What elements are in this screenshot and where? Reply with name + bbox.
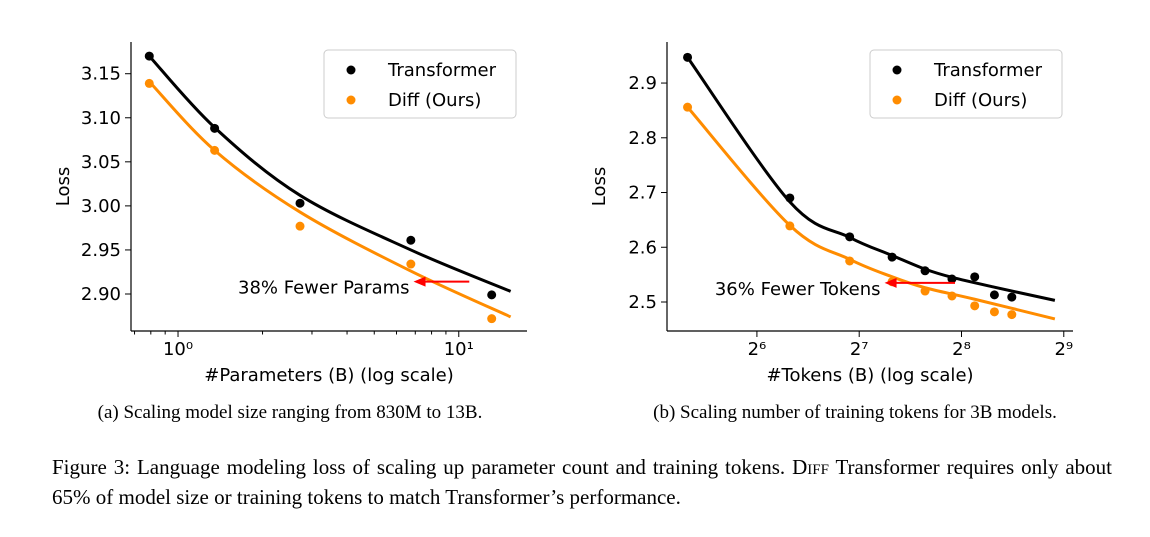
y-tick-label: 2.7 xyxy=(628,183,657,204)
arrow-head xyxy=(413,276,426,287)
x-tick-label: 10⁰ xyxy=(163,339,193,360)
y-tick-label: 2.90 xyxy=(81,284,121,305)
point xyxy=(947,291,957,301)
point xyxy=(144,78,154,88)
subcaption: (b) Scaling number of training tokens fo… xyxy=(653,402,1057,423)
point xyxy=(406,259,416,269)
point xyxy=(144,51,154,61)
legend-box xyxy=(323,49,517,119)
legend-label: Diff (Ours) xyxy=(934,90,1027,111)
caption-text: Figure 3: Language modeling loss of scal… xyxy=(52,455,786,479)
legend-marker xyxy=(892,65,902,75)
legend-label: Transformer xyxy=(387,60,497,81)
fit-curve xyxy=(148,55,512,293)
y-axis-label: Loss xyxy=(589,167,610,206)
point xyxy=(970,272,980,282)
subcaption: (a) Scaling model size ranging from 830M… xyxy=(98,402,483,423)
point xyxy=(920,286,930,296)
y-tick-label: 3.15 xyxy=(81,64,121,85)
point xyxy=(845,256,855,266)
x-tick-label: 2⁹ xyxy=(1054,339,1073,360)
y-tick-label: 2.6 xyxy=(628,237,657,258)
x-tick-label: 2⁶ xyxy=(748,339,767,360)
legend-label: Transformer xyxy=(933,60,1043,81)
legend-marker xyxy=(346,95,356,105)
legend-label: Diff (Ours) xyxy=(388,90,481,111)
y-tick-label: 2.95 xyxy=(81,240,121,261)
y-tick-label: 2.8 xyxy=(628,128,657,149)
point xyxy=(487,290,497,300)
legend-marker xyxy=(346,65,356,75)
fit-curve xyxy=(686,106,1056,321)
y-tick-label: 2.9 xyxy=(628,73,657,94)
point xyxy=(989,307,999,317)
x-tick-label: 2⁸ xyxy=(952,339,971,360)
fit-curve xyxy=(148,80,512,319)
point xyxy=(295,198,305,208)
annotation: 38% Fewer Params xyxy=(238,278,410,299)
x-tick-label: 10¹ xyxy=(444,339,474,360)
point xyxy=(406,235,416,245)
y-tick-label: 2.5 xyxy=(628,292,657,313)
point xyxy=(683,102,693,112)
legend-box xyxy=(869,49,1063,119)
x-tick-label: 2⁷ xyxy=(850,339,869,360)
y-tick-label: 3.10 xyxy=(81,108,121,129)
point xyxy=(785,193,795,203)
charts: 2.90 2.95 3.00 3.05 3.10 3.15 10⁰ 10¹ #Parameter… xyxy=(53,42,1073,423)
point xyxy=(487,314,497,324)
y-tick-label: 3.05 xyxy=(81,152,121,173)
point xyxy=(947,274,957,284)
point xyxy=(210,145,220,155)
y-tick-label: 3.00 xyxy=(81,196,121,217)
point xyxy=(1007,292,1017,302)
y-axis-label: Loss xyxy=(53,167,74,206)
point xyxy=(295,221,305,231)
point xyxy=(210,123,220,133)
arrow-head xyxy=(884,277,897,288)
point xyxy=(1007,310,1017,320)
point xyxy=(887,252,897,262)
point xyxy=(845,232,855,242)
point xyxy=(989,290,999,300)
point xyxy=(785,221,795,231)
x-axis-label: #Parameters (B) (log scale) xyxy=(204,365,454,386)
point xyxy=(683,52,693,62)
x-axis-label: #Tokens (B) (log scale) xyxy=(766,365,973,386)
legend-marker xyxy=(892,95,902,105)
caption-text: Transformer requires only about 65% of m… xyxy=(52,455,1113,509)
point xyxy=(920,266,930,276)
annotation: 36% Fewer Tokens xyxy=(715,279,881,300)
caption-model: Diff xyxy=(792,455,829,479)
point xyxy=(970,301,980,311)
figure-caption: Figure 3: Language modeling loss of scal… xyxy=(52,452,1112,512)
